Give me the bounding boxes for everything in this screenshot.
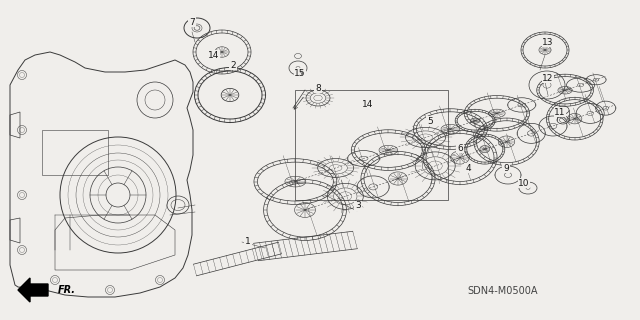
Text: 7: 7 (189, 18, 195, 27)
Text: 15: 15 (294, 68, 306, 77)
Text: 9: 9 (503, 164, 509, 172)
Text: 6: 6 (457, 143, 463, 153)
Text: 12: 12 (542, 74, 554, 83)
Bar (295, 90, 448, 200)
Text: 3: 3 (355, 202, 361, 211)
Text: SDN4-M0500A: SDN4-M0500A (468, 286, 538, 296)
Text: 10: 10 (518, 179, 530, 188)
Text: FR.: FR. (58, 285, 76, 295)
Text: 5: 5 (427, 116, 433, 125)
Polygon shape (18, 278, 48, 302)
Text: 1: 1 (245, 236, 251, 245)
Text: 14: 14 (362, 100, 374, 108)
Text: 11: 11 (554, 108, 566, 116)
Text: 14: 14 (208, 51, 220, 60)
Text: 2: 2 (230, 60, 236, 69)
Text: 4: 4 (465, 164, 471, 172)
Text: 13: 13 (542, 37, 554, 46)
Text: 8: 8 (315, 84, 321, 92)
